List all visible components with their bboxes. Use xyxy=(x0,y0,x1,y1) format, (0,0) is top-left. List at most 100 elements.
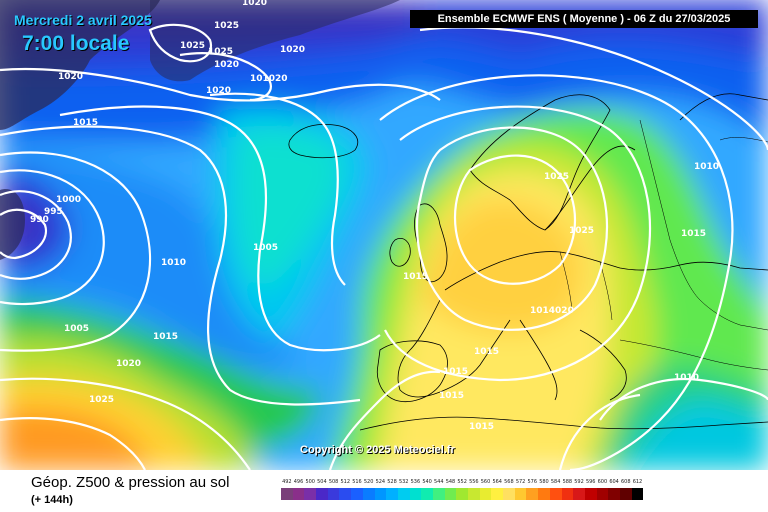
legend-value: 524 xyxy=(375,479,386,485)
legend-swatch xyxy=(549,488,562,500)
legend-value: 496 xyxy=(293,479,304,485)
legend-cell: 588 xyxy=(561,478,574,500)
isobar-label: 1015 xyxy=(474,347,499,357)
legend-value: 552 xyxy=(457,479,467,485)
isobar-label: 1025 xyxy=(208,47,233,57)
legend-swatch xyxy=(584,488,597,500)
legend-cell: 612 xyxy=(631,478,644,500)
isobar-label: 1020 xyxy=(116,359,141,369)
isobars xyxy=(0,23,768,470)
isobar-label: 995 xyxy=(44,207,63,217)
legend-cell: 580 xyxy=(538,478,550,500)
legend-swatch xyxy=(292,488,305,500)
legend-cell: 512 xyxy=(339,478,352,500)
isobar-label: 1025 xyxy=(180,41,205,51)
legend-value: 540 xyxy=(422,479,432,485)
legend-cell: 572 xyxy=(514,478,527,500)
legend-value: 580 xyxy=(539,479,549,485)
legend-value: 556 xyxy=(469,479,479,485)
legend-cell: 536 xyxy=(409,478,422,500)
legend-swatch xyxy=(573,488,585,500)
coastlines xyxy=(288,93,768,431)
legend-value: 508 xyxy=(328,479,339,485)
legend-swatch xyxy=(514,488,527,500)
isobar-label: 1025 xyxy=(214,21,239,31)
legend-cell: 592 xyxy=(573,478,585,500)
isobar-label: 1015 xyxy=(153,332,178,342)
legend-value: 604 xyxy=(609,479,619,485)
legend-swatch xyxy=(526,488,539,500)
isobar-label: 1020 xyxy=(58,72,83,82)
isobar-label: 1010 xyxy=(694,162,719,172)
isobar-label: 1000 xyxy=(56,195,81,205)
isobar-labels: 1020 1025 1025 1025 1020 1020 1020 1020 … xyxy=(30,0,719,432)
isobar-label: 1010 xyxy=(161,258,186,268)
legend-value: 592 xyxy=(574,479,584,485)
legend-swatch xyxy=(596,488,609,500)
legend-value: 596 xyxy=(585,479,596,485)
legend-swatch xyxy=(374,488,387,500)
isobar-label: 1025 xyxy=(89,395,114,405)
isobar-label: 1020 xyxy=(242,0,267,8)
legend-swatch xyxy=(409,488,422,500)
legend-value: 564 xyxy=(492,479,502,485)
legend-value: 536 xyxy=(410,479,421,485)
isobar-label: 1014020 xyxy=(530,306,574,316)
legend-swatch xyxy=(631,488,644,500)
legend-cell: 556 xyxy=(468,478,480,500)
legend-swatch xyxy=(316,488,328,500)
isobar-label: 1020 xyxy=(214,60,239,70)
landmass-greenland xyxy=(0,0,400,260)
copyright-text: Copyright © 2025 Meteociel.fr xyxy=(300,444,455,456)
legend-value: 532 xyxy=(398,479,409,485)
forecast-date: Mercredi 2 avril 2025 xyxy=(14,12,152,28)
isobar-label: 1020 xyxy=(280,45,305,55)
legend-swatch xyxy=(608,488,620,500)
legend-value: 504 xyxy=(317,479,327,485)
legend-value: 560 xyxy=(480,479,491,485)
legend-value: 500 xyxy=(305,479,315,485)
legend-cell: 500 xyxy=(304,478,317,500)
legend-value: 572 xyxy=(515,479,526,485)
legend-value: 492 xyxy=(282,479,292,485)
legend-cell: 504 xyxy=(316,478,328,500)
legend-swatch xyxy=(397,488,410,500)
legend-swatch xyxy=(561,488,574,500)
legend-swatch xyxy=(619,488,632,500)
legend-swatch xyxy=(468,488,480,500)
isobar-label: 1025 xyxy=(544,172,569,182)
legend-cell: 608 xyxy=(619,478,632,500)
legend-cell: 492 xyxy=(281,478,293,500)
isobar-label: 101020 xyxy=(250,74,288,84)
legend-swatch xyxy=(339,488,352,500)
geopotential-field: 1020 1025 1025 1025 1020 1020 1020 1020 … xyxy=(0,0,768,470)
legend-cell: 520 xyxy=(362,478,375,500)
legend-swatch xyxy=(479,488,492,500)
isobar-label: 1010 xyxy=(674,373,699,383)
legend-cell: 544 xyxy=(432,478,445,500)
isobar-label: 1015 xyxy=(681,229,706,239)
legend-value: 512 xyxy=(340,479,351,485)
legend-swatch xyxy=(281,488,293,500)
legend-swatch xyxy=(304,488,317,500)
legend-value: 600 xyxy=(597,479,608,485)
legend-swatch xyxy=(327,488,340,500)
legend-value: 528 xyxy=(387,479,397,485)
legend-cell: 516 xyxy=(351,478,363,500)
legend-swatch xyxy=(456,488,468,500)
legend-cell: 548 xyxy=(444,478,457,500)
legend-swatch xyxy=(503,488,515,500)
weather-map: 1020 1025 1025 1025 1020 1020 1020 1020 … xyxy=(0,0,768,470)
isobar-label: 1015 xyxy=(469,422,494,432)
legend-swatch xyxy=(362,488,375,500)
legend-value: 544 xyxy=(434,479,444,485)
legend-value: 520 xyxy=(363,479,374,485)
legend-value: 612 xyxy=(632,479,643,485)
legend-cell: 604 xyxy=(608,478,620,500)
legend-cell: 552 xyxy=(456,478,468,500)
legend-cell: 600 xyxy=(596,478,609,500)
legend-cell: 584 xyxy=(549,478,562,500)
legend-cell: 596 xyxy=(584,478,597,500)
legend-value: 568 xyxy=(504,479,514,485)
isobar-label: 1020 xyxy=(206,86,231,96)
